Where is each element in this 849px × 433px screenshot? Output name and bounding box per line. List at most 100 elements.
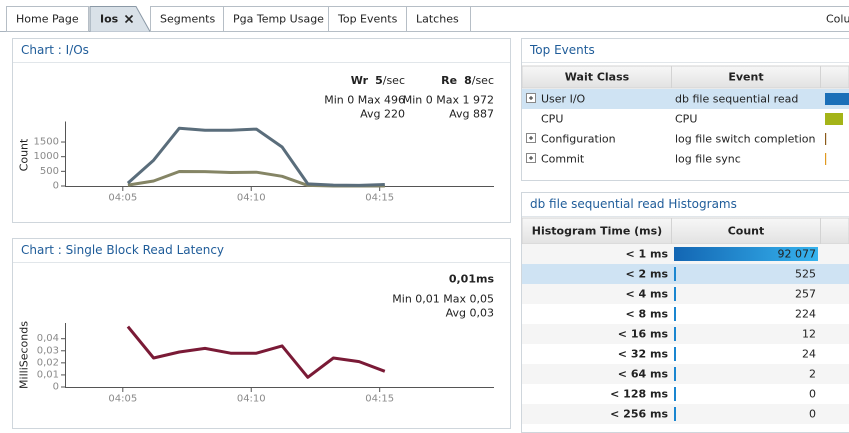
panel-title: Top Events (529, 43, 595, 57)
panel-title: Chart : I/Os (21, 43, 89, 57)
bucket-label: < 256 ms (610, 408, 668, 421)
table-row[interactable] (522, 324, 849, 344)
x-tick-label: 04:05 (108, 193, 137, 204)
wait-class: CPU (541, 113, 563, 126)
count-bar (674, 367, 676, 381)
bucket-label: < 128 ms (610, 388, 668, 401)
table-header (521, 217, 849, 245)
table-row[interactable] (522, 344, 849, 364)
count-label: 24 (802, 348, 816, 361)
table-row-clipped (522, 169, 849, 180)
y-tick-label: 0,01 (37, 369, 59, 380)
table-row[interactable] (522, 284, 849, 304)
wait-class: Configuration (541, 133, 616, 146)
count-label: 525 (795, 268, 816, 281)
tab-overflow: Colum (826, 13, 849, 26)
table-row[interactable] (522, 264, 849, 284)
tab-close[interactable] (124, 14, 134, 24)
tab[interactable] (328, 6, 407, 32)
count-label: 224 (795, 308, 816, 321)
table-row[interactable] (522, 149, 849, 169)
bucket-label: < 4 ms (625, 288, 668, 301)
bucket-label: < 64 ms (618, 368, 669, 381)
event-name: log file switch completion (675, 133, 816, 146)
tab-label[interactable]: Latches (416, 13, 459, 26)
tab-label[interactable]: Home Page (16, 13, 79, 26)
share-bar (825, 93, 849, 105)
rate-value: Re 8/sec (441, 74, 494, 87)
panel (12, 238, 511, 429)
table-row[interactable] (522, 109, 849, 129)
tab-active (89, 6, 151, 32)
event-name: log file sync (675, 153, 741, 166)
x-tick-label: 04:10 (237, 394, 266, 405)
x-tick-label: 04:15 (365, 394, 394, 405)
event-name: CPU (675, 113, 697, 126)
table-row[interactable] (522, 89, 849, 109)
panel (12, 38, 511, 223)
share-bar (825, 153, 827, 165)
tab-label[interactable]: Ios (100, 13, 119, 26)
table-row[interactable] (522, 129, 849, 149)
panel-title: db file sequential read Histograms (530, 197, 737, 211)
series-line (126, 126, 385, 187)
table-header (521, 65, 849, 89)
table-row[interactable] (522, 364, 849, 384)
x-tick-label: 04:05 (108, 394, 137, 405)
column-header: Event (728, 71, 763, 84)
share-bar (825, 133, 827, 145)
y-tick-label: 0 (53, 181, 59, 192)
y-axis-label: Count (18, 138, 31, 171)
rate-current: 5 (375, 74, 383, 87)
rate-unit: /sec (383, 74, 405, 87)
y-axis-label: MilliSeconds (18, 321, 31, 389)
tab[interactable] (6, 6, 89, 32)
column-header: Wait Class (565, 71, 630, 84)
table-row[interactable] (522, 304, 849, 324)
tab-label[interactable]: Segments (160, 13, 216, 26)
event-name: db file sequential read (675, 93, 798, 106)
column-header: Histogram Time (ms) (532, 225, 662, 238)
count-label: 2 (809, 368, 816, 381)
y-tick-label: 0,04 (37, 333, 59, 344)
rate-range: Min 0 Max 496 (324, 94, 405, 107)
rate-unit: /sec (472, 74, 494, 87)
count-bar (674, 407, 676, 421)
y-tick-label: 0 (53, 382, 59, 393)
tab[interactable] (223, 6, 329, 32)
count-label: 12 (802, 328, 816, 341)
bucket-label: < 8 ms (625, 308, 668, 321)
tab-label[interactable]: Top Events (337, 13, 398, 26)
series-line (126, 325, 386, 379)
latency-current: 0,01ms (449, 273, 495, 286)
expander-plus (529, 156, 533, 160)
rate-value: Wr 5/sec (351, 74, 405, 87)
latency-avg: Avg 0,03 (446, 307, 494, 320)
count-label: 92 077 (778, 248, 817, 261)
table-row[interactable] (522, 404, 849, 424)
y-tick-label: 1500 (34, 137, 59, 148)
x-tick-label: 04:15 (365, 193, 394, 204)
rate-name: Wr (351, 74, 369, 87)
count-bar (674, 387, 676, 401)
table-row[interactable] (522, 384, 849, 404)
tab[interactable] (406, 6, 471, 32)
share-bar (825, 113, 843, 125)
tab-label[interactable]: Pga Temp Usage (233, 13, 324, 26)
count-bar (674, 347, 676, 361)
count-bar (674, 307, 676, 321)
bucket-label: < 1 ms (625, 248, 668, 261)
count-label: 257 (795, 288, 816, 301)
bucket-label: < 2 ms (625, 268, 668, 281)
count-label: 0 (809, 408, 816, 421)
y-tick-label: 0,02 (37, 357, 59, 368)
x-tick-label: 04:10 (237, 193, 266, 204)
rate-range: Min 0 Max 1 972 (403, 94, 494, 107)
expander-plus (529, 96, 533, 100)
column-header: Count (728, 225, 765, 238)
wait-class: Commit (541, 153, 585, 166)
expander-plus (529, 136, 533, 140)
y-tick-label: 0,03 (37, 345, 59, 356)
